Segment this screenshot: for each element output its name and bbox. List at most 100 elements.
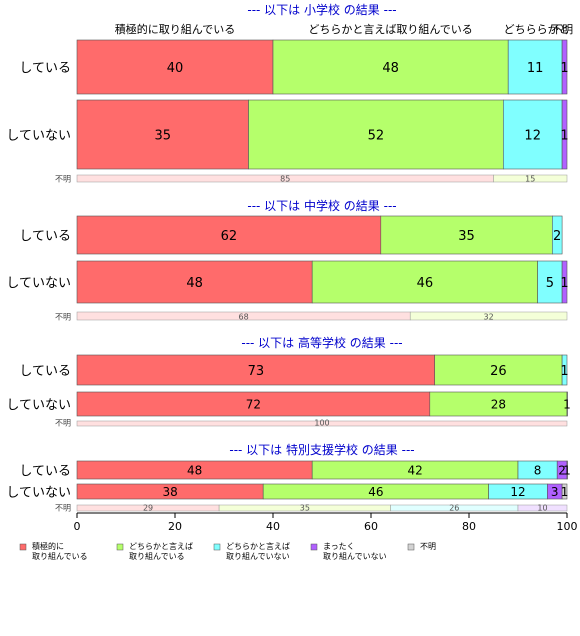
bar-segment <box>561 39 568 95</box>
bar-value-label: 46 <box>417 276 434 291</box>
legend-label: 積極的に <box>32 541 64 551</box>
bar-segment <box>311 260 538 304</box>
bar-value-label: 2 <box>553 229 561 244</box>
legend-label: どちらかと言えば <box>129 541 193 551</box>
bar-segment <box>434 354 563 386</box>
unknown-value-label: 100 <box>314 419 329 428</box>
bar-value-label: 1 <box>563 398 571 412</box>
unknown-segment <box>76 420 568 427</box>
legend-label: 取り組んでいない <box>323 551 387 561</box>
unknown-value-label: 35 <box>300 504 310 513</box>
bar-segment <box>248 99 504 170</box>
unknown-row-label: 不明 <box>55 175 71 184</box>
unknown-row-label: 不明 <box>55 313 71 322</box>
legend-label: どちらかと言えば <box>226 541 290 551</box>
bar-value-label: 1 <box>560 61 568 76</box>
legend-swatch <box>407 543 415 551</box>
panel-title: --- 以下は 小学校 の結果 --- <box>247 2 396 17</box>
bar-segment <box>429 391 568 417</box>
bar-value-label: 2 <box>558 464 566 478</box>
row-label: している <box>19 229 71 244</box>
x-tick-label: 20 <box>168 520 182 533</box>
bar-value-label: 1 <box>563 464 571 478</box>
bar-segment <box>76 391 431 417</box>
bar-value-label: 35 <box>154 128 171 143</box>
x-tick-label: 80 <box>462 520 476 533</box>
bar-value-label: 73 <box>248 364 265 379</box>
bar-segment <box>76 354 436 386</box>
unknown-value-label: 10 <box>537 504 547 513</box>
bar-value-label: 5 <box>546 276 554 291</box>
x-tick-label: 100 <box>557 520 578 533</box>
column-label: どちらかと言えば取り組んでいる <box>308 23 472 36</box>
bar-value-label: 1 <box>560 364 568 379</box>
bar-value-label: 38 <box>162 485 177 499</box>
unknown-value-label: 68 <box>239 313 249 322</box>
unknown-segment <box>493 174 568 183</box>
legend-swatch <box>213 543 221 551</box>
bar-value-label: 62 <box>221 229 238 244</box>
bar-segment <box>566 391 568 417</box>
bar-value-label: 1 <box>560 276 568 291</box>
legend-label: 取り組んでいない <box>226 551 290 561</box>
bar-value-label: 26 <box>490 364 507 379</box>
unknown-row-label: 不明 <box>55 419 71 428</box>
bar-value-label: 1 <box>561 485 569 499</box>
bar-segment <box>551 215 563 255</box>
bar-value-label: 12 <box>524 128 541 143</box>
panel-title: --- 以下は 高等学校 の結果 --- <box>241 335 402 350</box>
unknown-segment <box>517 504 568 512</box>
bar-segment <box>502 99 563 170</box>
bar-segment <box>537 260 563 304</box>
bar-value-label: 3 <box>551 485 559 499</box>
unknown-value-label: 15 <box>525 175 535 184</box>
bar-segment <box>561 99 568 170</box>
bar-value-label: 72 <box>246 398 261 412</box>
legend-swatch <box>310 543 318 551</box>
row-label: していない <box>6 276 71 291</box>
bar-value-label: 48 <box>186 276 203 291</box>
bar-segment <box>76 99 249 170</box>
bar-segment <box>561 483 568 500</box>
bar-value-label: 48 <box>382 61 399 76</box>
row-label: している <box>19 464 71 479</box>
bar-value-label: 11 <box>527 61 544 76</box>
legend-label: 取り組んでいる <box>32 551 88 561</box>
unknown-value-label: 85 <box>280 175 290 184</box>
bar-segment <box>380 215 553 255</box>
row-label: していない <box>6 486 71 501</box>
row-label: している <box>19 61 71 76</box>
row-label: していない <box>6 129 71 144</box>
unknown-segment <box>409 311 568 321</box>
panel-title: --- 以下は 中学校 の結果 --- <box>247 198 396 213</box>
column-label: 積極的に取り組んでいる <box>115 22 235 36</box>
bar-value-label: 1 <box>560 128 568 143</box>
column-label: 不明 <box>551 23 573 36</box>
bar-value-label: 8 <box>534 464 542 478</box>
bar-value-label: 46 <box>368 485 383 499</box>
legend-label: 取り組んでいる <box>129 551 185 561</box>
bar-value-label: 52 <box>368 128 385 143</box>
bar-value-label: 42 <box>407 464 422 478</box>
bar-segment <box>566 460 568 480</box>
unknown-value-label: 26 <box>449 504 459 513</box>
legend-label: 不明 <box>420 542 436 551</box>
bar-value-label: 28 <box>491 398 506 412</box>
row-label: している <box>19 364 71 379</box>
column-label: どちららかと <box>504 23 570 36</box>
bar-value-label: 40 <box>167 61 184 76</box>
x-tick-label: 40 <box>266 520 280 533</box>
bar-segment <box>561 260 568 304</box>
bar-segment <box>272 39 509 95</box>
bar-value-label: 48 <box>187 464 202 478</box>
legend-swatch <box>116 543 124 551</box>
legend-swatch <box>19 543 27 551</box>
unknown-value-label: 29 <box>143 504 153 513</box>
bar-segment <box>76 260 313 304</box>
x-tick-label: 0 <box>74 520 81 533</box>
bar-value-label: 35 <box>458 229 475 244</box>
unknown-value-label: 32 <box>484 313 494 322</box>
unknown-row-label: 不明 <box>55 504 71 513</box>
bar-value-label: 12 <box>510 485 525 499</box>
